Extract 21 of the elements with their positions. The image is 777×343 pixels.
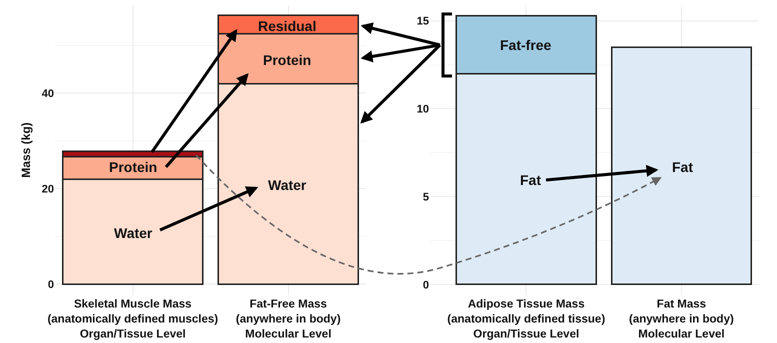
y-tick-label: 20 <box>42 183 54 196</box>
y-axis-title: Mass (kg) <box>19 122 34 178</box>
annotation: Fat <box>672 159 694 175</box>
y-tick-label: 5 <box>422 191 429 204</box>
y-tick-label: 0 <box>48 278 54 291</box>
y-tick-label: 10 <box>416 104 429 116</box>
y-tick-label: 15 <box>416 16 429 28</box>
annotation: Protein <box>263 52 312 68</box>
annotation: Fat <box>520 172 542 188</box>
x-tick-label: Skeletal Muscle Mass (anatomically defined muscles) Organ/Tissue Level <box>47 298 218 340</box>
y-tick-label: 0 <box>422 279 429 292</box>
x-tick-label: Adipose Tissue Mass (anatomically defined tissue) Organ/Tissue Level <box>447 298 606 340</box>
annotation: Fat-free <box>500 37 552 53</box>
annotation: Protein <box>109 159 158 175</box>
annotation: Residual <box>258 18 316 34</box>
annotation: Water <box>114 225 153 241</box>
x-tick-label: Fat-Free Mass (anywhere in body) Molecular Level <box>236 298 341 340</box>
bar <box>610 46 752 286</box>
annotation: Water <box>268 177 307 193</box>
x-tick-label: Fat Mass (anywhere in body) Molecular Level <box>629 298 734 340</box>
y-tick-label: 40 <box>42 88 54 100</box>
